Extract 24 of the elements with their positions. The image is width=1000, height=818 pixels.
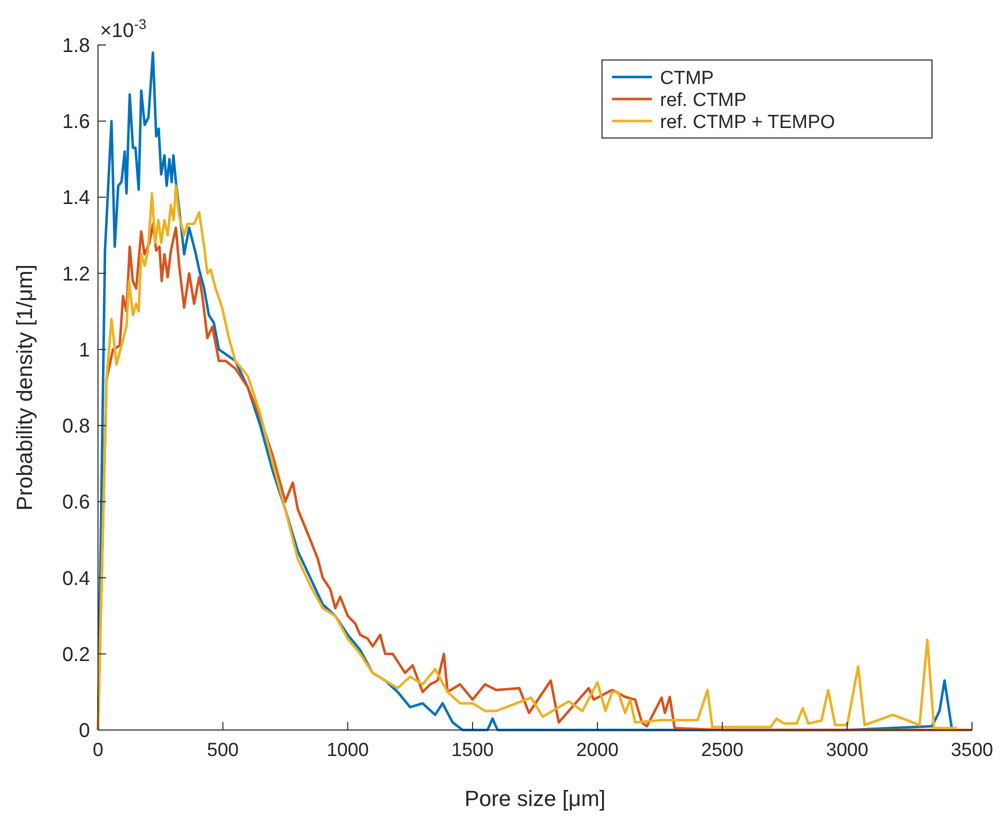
x-tick-label: 3500: [950, 740, 994, 761]
y-tick-label: 1.4: [62, 187, 90, 210]
x-tick-label: 3000: [826, 740, 868, 761]
y-tick-label: 0.4: [62, 568, 90, 590]
x-axis-title: Pore size [μm]: [464, 786, 606, 811]
y-tick-label: 1: [78, 339, 90, 362]
y-tick-label: 1.2: [62, 263, 90, 286]
text: ×10$^{-3}$: [100, 16, 147, 42]
y-tick-label: 0.8: [62, 416, 90, 438]
y-tick-label: 0.6: [62, 492, 90, 514]
x-tick-label: 2500: [701, 740, 744, 761]
y-tick-label: 0: [78, 720, 90, 742]
y-axis-title: Probability density [1/μm]: [12, 264, 37, 511]
y-tick-label: 1.8: [62, 35, 90, 57]
y-tick-label: 0.2: [62, 644, 90, 666]
x-tick-label: 1000: [326, 740, 369, 761]
legend-label: ref. CTMP: [660, 90, 747, 111]
x-tick-label: 500: [207, 740, 239, 761]
x-tick-label: 1500: [451, 740, 494, 761]
legend-label: CTMP: [660, 68, 714, 89]
x-tick-label: 0: [92, 740, 104, 761]
y-tick-label: 1.6: [62, 111, 90, 134]
x-tick-label: 2000: [576, 740, 619, 761]
legend-label: ref. CTMP + TEMPO: [660, 112, 836, 133]
